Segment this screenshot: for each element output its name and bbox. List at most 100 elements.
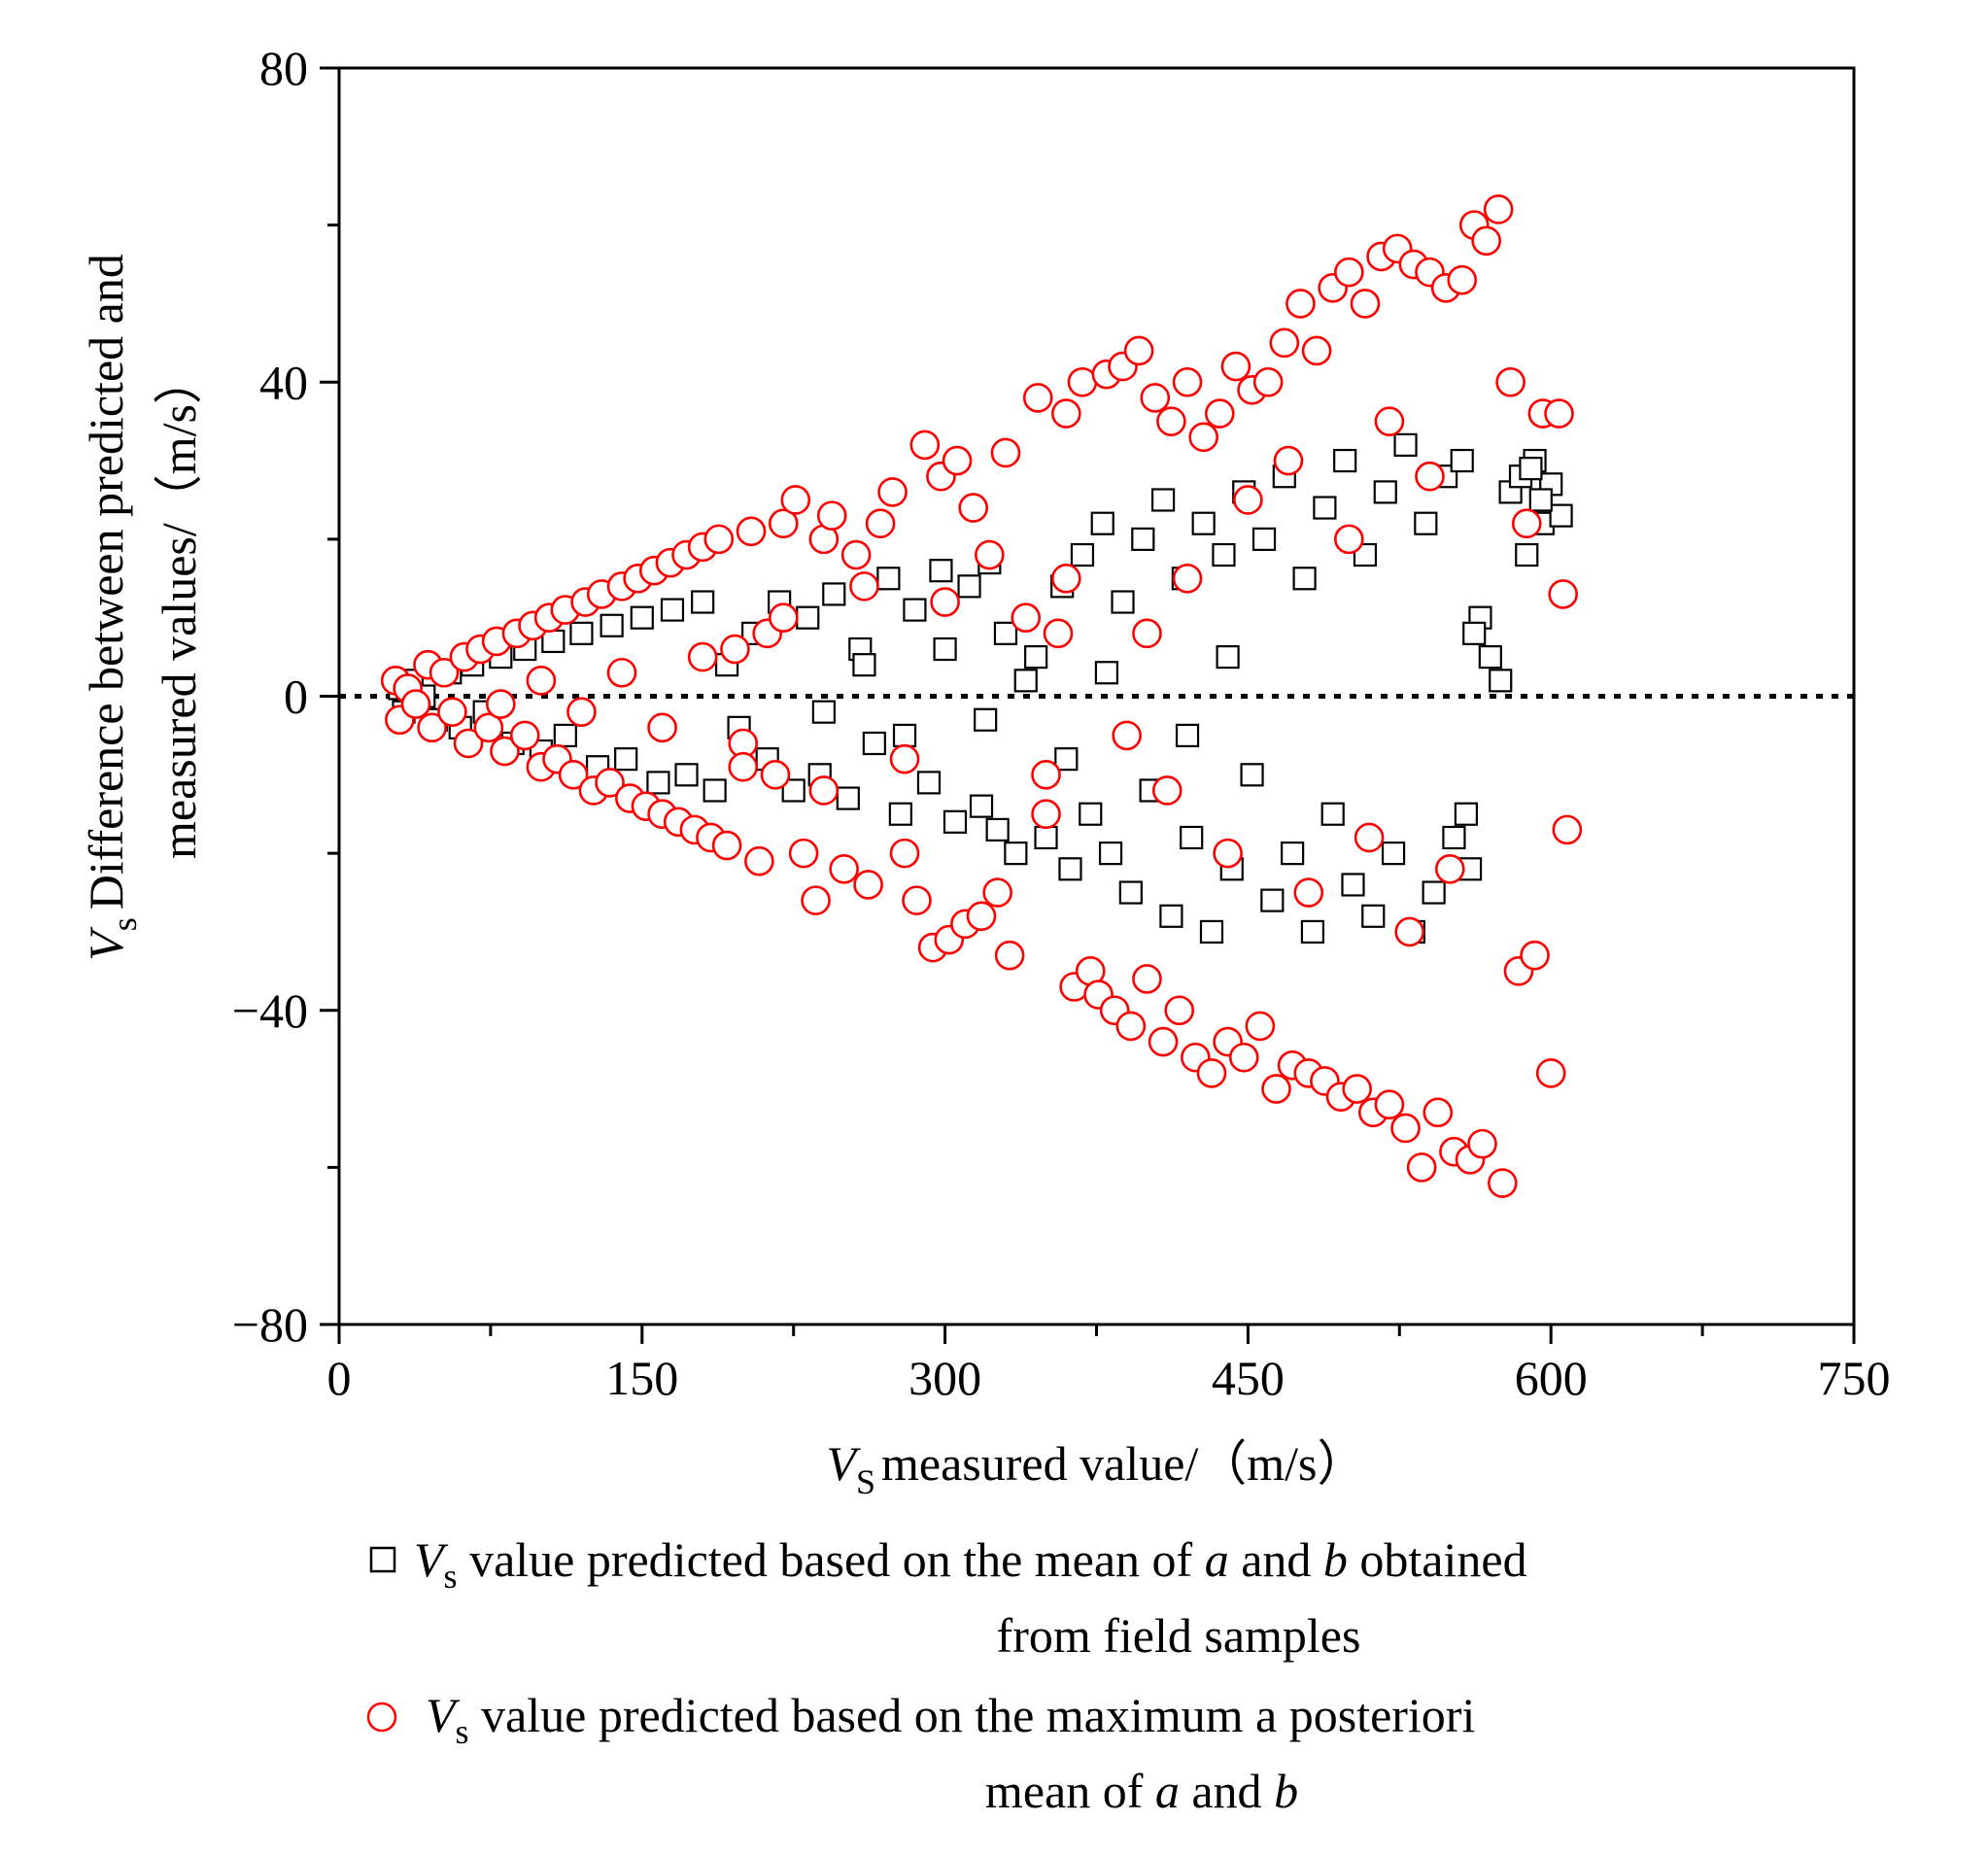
y-axis-title-text1: Difference between predicted and [79, 254, 133, 910]
circle-point [485, 689, 516, 719]
square-point [1098, 842, 1123, 866]
square-point [933, 636, 957, 662]
legend-marker-circle [366, 1701, 397, 1733]
square-point [929, 559, 953, 583]
circle-point [1471, 225, 1501, 257]
square-point [1150, 488, 1176, 512]
square-point [888, 802, 912, 826]
circle-point [1483, 194, 1514, 224]
x-tick-label: 450 [1212, 1351, 1285, 1405]
square-point [1251, 527, 1277, 551]
circle-point [1148, 1026, 1179, 1057]
circle-point [877, 477, 908, 507]
square-point [811, 700, 836, 724]
square-point [903, 598, 927, 622]
circle-point [1350, 289, 1381, 319]
circle-point [687, 641, 718, 672]
square-point [1024, 644, 1048, 670]
square-point [1519, 457, 1543, 481]
legend-text-part: V [426, 1688, 461, 1742]
square-point [1454, 802, 1478, 826]
circle-point [788, 838, 819, 869]
circle-point [840, 539, 872, 570]
y-tick-label: 80 [259, 41, 308, 95]
y-axis-title-line2: measured values/（m/s） [152, 356, 206, 859]
circle-point [1245, 1011, 1276, 1042]
circle-point [1293, 877, 1324, 908]
circle-point [720, 634, 750, 665]
circle-point [1213, 838, 1243, 869]
series-circles [380, 194, 1583, 1198]
circle-point [1220, 351, 1251, 382]
circle-point [1172, 563, 1203, 594]
x-axis-title-subscript: S [856, 1462, 875, 1501]
square-point [1528, 488, 1553, 512]
square-point [691, 590, 715, 614]
circle-point [760, 760, 791, 790]
y-axis-title-symbol: V [79, 926, 133, 961]
legend-entry-2: Vs value predicted based on the maximum … [426, 1688, 1475, 1751]
square-point [1313, 496, 1337, 520]
square-point [969, 794, 994, 818]
square-point [630, 605, 654, 630]
circle-point [1261, 1074, 1291, 1104]
circle-point [1334, 524, 1364, 555]
legend-text-part: mean of [985, 1764, 1155, 1818]
square-point [1373, 480, 1397, 504]
circle-point [1132, 964, 1162, 994]
x-axis-title-symbol: V [826, 1436, 861, 1491]
legend-text-part: obtained [1348, 1532, 1527, 1587]
square-point [822, 582, 846, 606]
square-point [985, 817, 1010, 842]
square-point [1478, 644, 1502, 670]
circle-point [1535, 1058, 1566, 1088]
circle-point [816, 500, 847, 531]
circle-point [1354, 822, 1385, 853]
circle-point [1115, 1011, 1147, 1042]
square-point [1004, 842, 1028, 866]
square-point [796, 605, 820, 630]
legend-text-part: s [456, 1712, 469, 1751]
circle-point [1301, 335, 1332, 366]
square-point [892, 723, 917, 748]
circle-point [1273, 445, 1304, 476]
circle-point [1415, 461, 1445, 492]
circle-point [473, 712, 504, 743]
circle-point [1196, 1058, 1227, 1088]
circle-point [1164, 995, 1195, 1026]
square-point [1094, 661, 1118, 685]
circle-point [1544, 398, 1574, 429]
circle-point [975, 539, 1005, 570]
square-point [1260, 888, 1285, 912]
legend-text-part: and [1180, 1764, 1274, 1818]
circle-point [902, 885, 932, 915]
legend: Vs value predicted based on the mean of … [366, 1532, 1527, 1818]
square-point [1515, 542, 1539, 567]
axis-ticks [320, 66, 1856, 1344]
legend-text-part: b [1323, 1532, 1348, 1587]
square-point [1240, 763, 1264, 787]
circle-point [889, 743, 920, 774]
square-point [1381, 842, 1406, 866]
circle-point [453, 728, 484, 759]
square-point [569, 621, 594, 645]
circle-point [982, 877, 1012, 908]
circle-point [1406, 1152, 1437, 1183]
circle-point [526, 666, 557, 696]
y-tick-label: −80 [232, 1297, 308, 1352]
legend-text-part: value predicted based on the maximum a p… [469, 1688, 1476, 1742]
square-point [974, 707, 998, 732]
legend-text-part: a [1155, 1764, 1180, 1818]
square-point [703, 778, 727, 803]
circle-point [1228, 1042, 1259, 1073]
square-point [553, 723, 577, 748]
circle-point [801, 885, 831, 915]
circle-point [400, 689, 431, 719]
circle-point [509, 720, 540, 751]
square-point [1216, 644, 1240, 670]
legend-entry-1-line2: from field samples [997, 1608, 1361, 1663]
legend-entry-2-line2: mean of a and b [985, 1764, 1298, 1818]
x-tick-label: 300 [908, 1351, 981, 1405]
square-point [957, 574, 981, 599]
